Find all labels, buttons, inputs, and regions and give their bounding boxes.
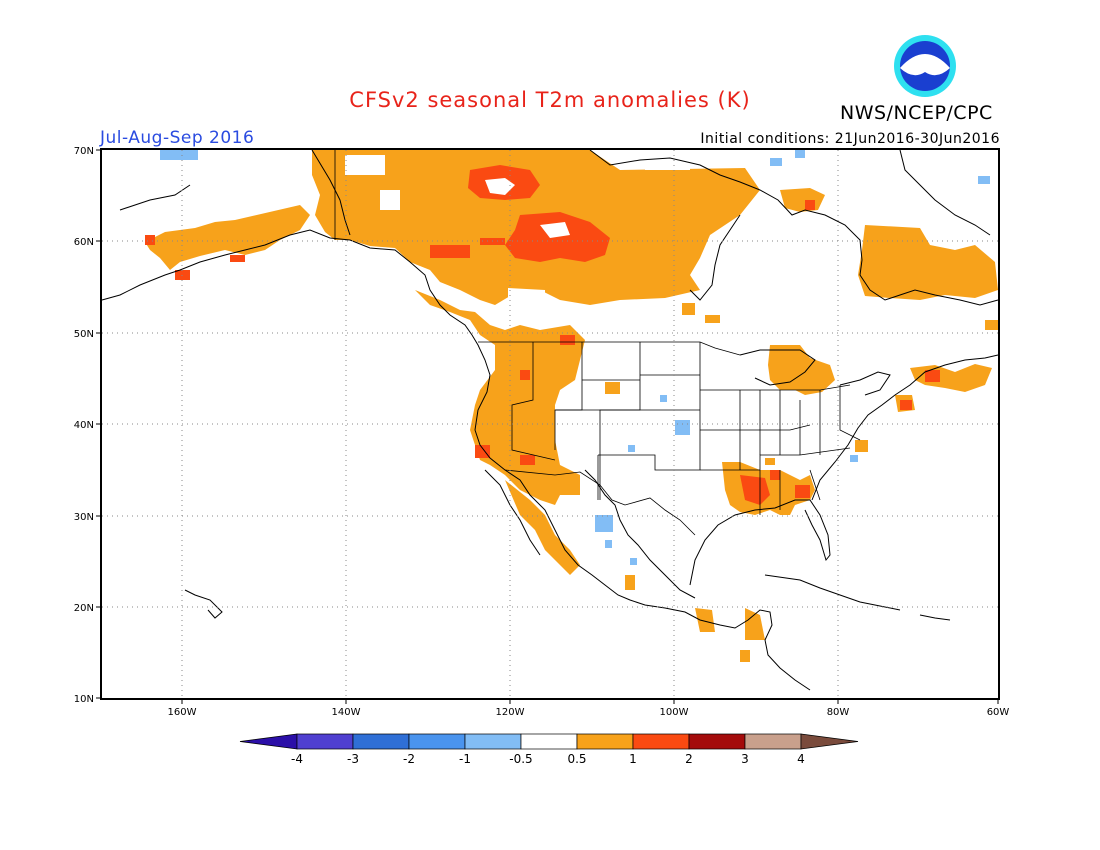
neutral-patches — [345, 155, 690, 310]
lon-label: 120W — [496, 707, 525, 718]
lat-label: 10N — [74, 694, 94, 705]
lat-label: 70N — [74, 146, 94, 157]
colorbar-label: -1 — [459, 752, 471, 766]
colorbar-arrow-right — [800, 733, 859, 750]
lon-label: 140W — [332, 707, 361, 718]
colorbar-label: 3 — [741, 752, 749, 766]
map-title: CFSv2 seasonal T2m anomalies (K) — [349, 88, 751, 112]
plot-area: 70N 60N 50N 40N 30N 20N 10N 160W 140W 12… — [74, 146, 1010, 718]
longitude-labels: 160W 140W 120W 100W 80W 60W — [168, 707, 1010, 718]
colorbar-label: 1 — [629, 752, 637, 766]
lat-label: 20N — [74, 603, 94, 614]
lat-label: 40N — [74, 420, 94, 431]
hot-anomaly-regions — [145, 165, 940, 505]
latitude-labels: 70N 60N 50N 40N 30N 20N 10N — [74, 146, 94, 705]
colorbar-label: 4 — [797, 752, 805, 766]
colorbar-label: 2 — [685, 752, 693, 766]
colorbar-segment — [352, 733, 410, 750]
colorbar-label: -0.5 — [509, 752, 532, 766]
colorbar-segment — [744, 733, 802, 750]
colorbar-arrow-left — [239, 733, 298, 750]
cool-anomaly-regions — [160, 150, 990, 565]
lat-label: 50N — [74, 329, 94, 340]
initial-conditions-label: Initial conditions: 21Jun2016-30Jun2016 — [700, 131, 1000, 147]
colorbar-segment — [632, 733, 690, 750]
noaa-logo-text: NOAA — [913, 58, 937, 67]
colorbar: -4 -3 -2 -1 -0.5 0.5 1 2 3 4 — [239, 733, 859, 766]
colorbar-segment — [464, 733, 522, 750]
colorbar-label: 0.5 — [567, 752, 586, 766]
colorbar-label: -4 — [291, 752, 303, 766]
lon-label: 80W — [827, 707, 850, 718]
colorbar-segment — [520, 733, 578, 750]
lat-label: 30N — [74, 512, 94, 523]
colorbar-segment — [576, 733, 634, 750]
colorbar-segment — [408, 733, 466, 750]
tick-marks — [96, 149, 999, 704]
lon-label: 100W — [660, 707, 689, 718]
season-label: Jul-Aug-Sep 2016 — [100, 128, 255, 148]
colorbar-label: -3 — [347, 752, 359, 766]
colorbar-label: -2 — [403, 752, 415, 766]
lat-label: 60N — [74, 237, 94, 248]
political-borders — [334, 150, 861, 536]
colorbar-segment — [296, 733, 354, 750]
coastlines — [101, 149, 999, 691]
noaa-logo: NOAA — [894, 35, 956, 97]
colorbar-segment — [688, 733, 746, 750]
lon-label: 160W — [168, 707, 197, 718]
agency-label: NWS/NCEP/CPC — [840, 102, 993, 124]
lon-label: 60W — [987, 707, 1010, 718]
